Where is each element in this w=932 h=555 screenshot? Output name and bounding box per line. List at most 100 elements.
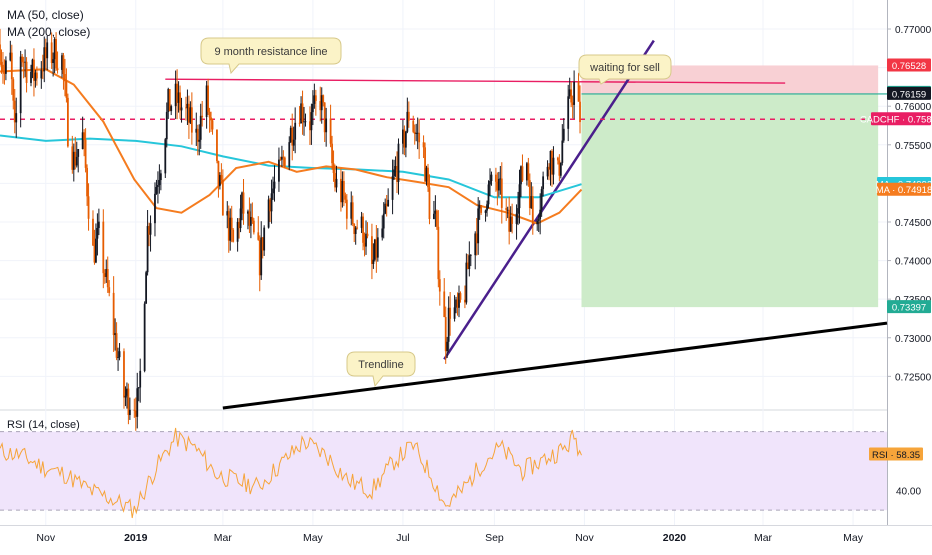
candle-body: [41, 70, 44, 72]
candle-body: [490, 174, 493, 182]
candle-body: [433, 213, 435, 220]
candle: [313, 83, 316, 109]
callout-waiting-sell[interactable]: waiting for sell: [578, 54, 672, 85]
rsi-legend[interactable]: RSI (14, close): [7, 419, 80, 431]
candle-body: [115, 333, 118, 358]
candle: [257, 216, 260, 241]
time-label-5[interactable]: Sep: [485, 532, 504, 544]
price-label-3[interactable]: CADCHF · 0.75831: [860, 112, 932, 126]
candle: [579, 85, 581, 134]
time-label-4[interactable]: Jul: [396, 532, 409, 544]
candle: [478, 200, 481, 220]
support-trendline[interactable]: [443, 39, 655, 361]
candle-body: [260, 237, 263, 276]
candle: [12, 77, 15, 110]
candle-body: [3, 70, 6, 74]
candle-body: [283, 157, 286, 167]
candle-body: [269, 199, 271, 212]
candle: [230, 205, 233, 243]
candle-body: [447, 307, 450, 342]
candle: [10, 44, 13, 95]
ma50-line: [0, 68, 583, 225]
price-label-bg-5: [877, 182, 931, 196]
rsi-pane[interactable]: [0, 427, 887, 519]
candle-body: [289, 127, 292, 143]
candle: [219, 172, 221, 190]
candle-body: [475, 233, 478, 244]
candle-body: [97, 221, 100, 228]
candle: [387, 188, 390, 207]
callout-waiting-sell-text: waiting for sell: [589, 62, 660, 74]
candle: [508, 196, 511, 245]
candle: [525, 161, 528, 186]
candle-body: [385, 203, 388, 207]
candle: [177, 81, 180, 113]
time-label-8[interactable]: Mar: [754, 532, 773, 544]
candle-body: [570, 89, 573, 103]
long-trendline[interactable]: [222, 321, 888, 410]
candle-body: [185, 107, 187, 109]
ma200-line: [0, 134, 582, 199]
candle-body: [468, 255, 471, 270]
time-label-3[interactable]: May: [303, 532, 324, 544]
callout-trendline[interactable]: Trendline: [346, 351, 416, 388]
price-axis[interactable]: 0.770000.765000.760000.755000.750000.745…: [860, 0, 932, 525]
candle: [372, 243, 375, 269]
candle: [303, 106, 305, 136]
take-profit-zone[interactable]: [581, 93, 879, 308]
candle: [320, 87, 323, 124]
candle: [360, 211, 363, 234]
candle: [354, 226, 357, 245]
candle: [229, 208, 232, 251]
candle-body: [81, 132, 84, 150]
candle: [176, 69, 179, 120]
candle-body: [50, 42, 53, 64]
candle-body: [62, 55, 65, 75]
price-label-5[interactable]: MA · 0.74918: [876, 182, 932, 197]
price-label-text-6: 0.73397: [892, 303, 926, 314]
callout-resistance[interactable]: 9 month resistance line: [200, 37, 342, 75]
time-label-2[interactable]: Mar: [214, 532, 233, 544]
time-axis[interactable]: Nov 2019 Mar May Jul Sep Nov 2020 Mar May: [36, 532, 863, 544]
resistance-line[interactable]: [165, 78, 786, 84]
candle: [447, 296, 450, 353]
candle-body: [558, 160, 561, 176]
candle-body: [257, 232, 260, 240]
time-label-9[interactable]: May: [843, 532, 864, 544]
annotations[interactable]: 9 month resistance line waiting for sell T…: [200, 37, 672, 388]
ma50-legend[interactable]: MA (50, close): [7, 8, 84, 22]
candle: [118, 343, 121, 361]
time-label-6[interactable]: Nov: [575, 532, 594, 544]
candle: [103, 269, 106, 284]
price-label-2[interactable]: 0.76159: [887, 86, 931, 101]
candle: [97, 208, 100, 236]
candle-body: [506, 209, 509, 211]
candle-body: [344, 195, 347, 200]
time-label-0[interactable]: Nov: [36, 532, 55, 544]
ma200-legend[interactable]: MA (200, close): [7, 25, 90, 39]
candle: [300, 96, 302, 124]
candle-body: [239, 208, 242, 229]
candle-body: [428, 187, 431, 220]
candle: [201, 101, 204, 127]
rsi-value-label[interactable]: RSI · 58.35: [869, 447, 923, 462]
price-tick-2: 0.76000: [895, 102, 932, 113]
candle: [428, 174, 431, 225]
price-label-0[interactable]: 0.76528: [887, 58, 931, 72]
price-tick-0: 0.77000: [895, 25, 932, 36]
candle-body: [332, 163, 335, 174]
candle: [335, 165, 338, 193]
position-tool[interactable]: [581, 65, 887, 308]
candle-body: [170, 106, 173, 112]
candle-body: [474, 233, 477, 256]
candle: [371, 223, 373, 280]
time-label-1[interactable]: 2019: [124, 532, 148, 544]
drawing-lines[interactable]: [0, 39, 888, 410]
time-label-7[interactable]: 2020: [663, 532, 687, 544]
candle: [453, 295, 456, 322]
price-tick-5: 0.74500: [895, 218, 932, 229]
candle-body: [320, 95, 323, 111]
price-label-6[interactable]: 0.73397: [887, 300, 931, 314]
candle-body: [0, 61, 3, 65]
